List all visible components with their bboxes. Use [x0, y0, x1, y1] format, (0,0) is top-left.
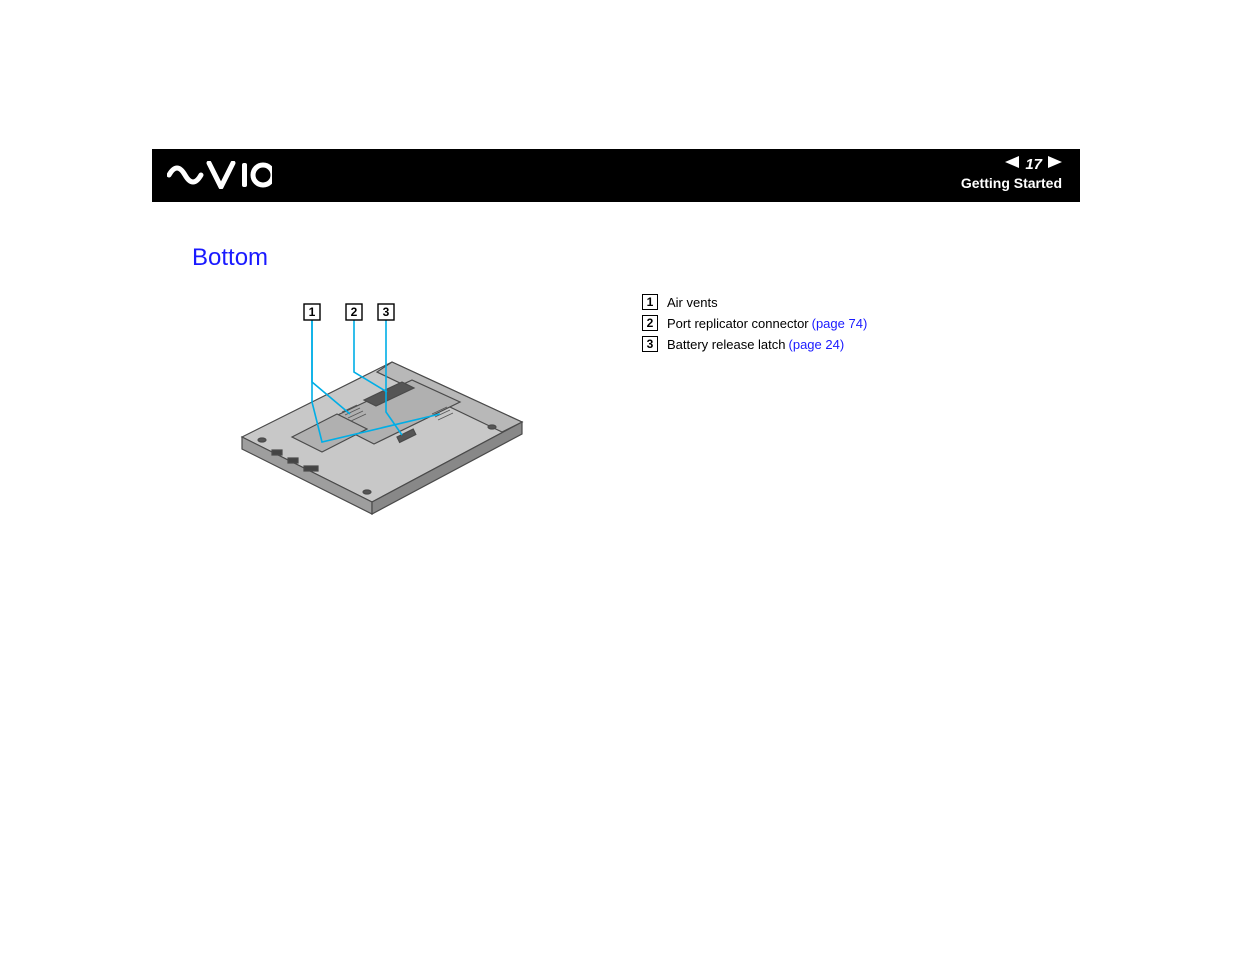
section-heading: Bottom	[192, 244, 1080, 272]
legend-item: 1 Air vents	[642, 294, 867, 310]
page-nav: 17	[961, 155, 1062, 173]
callout-number: 3	[383, 305, 390, 319]
page-content: Bottom	[152, 202, 1080, 522]
legend-label: Battery release latch	[667, 337, 786, 352]
prev-page-icon[interactable]	[1005, 155, 1019, 173]
manual-page: 17 Getting Started Bottom	[152, 149, 1080, 522]
callout-number: 1	[309, 305, 316, 319]
legend-item: 3 Battery release latch(page 24)	[642, 336, 867, 352]
legend-number-box: 3	[642, 336, 658, 352]
laptop-bottom-diagram: 1 2 3	[192, 292, 532, 522]
legend-column: 1Air vents2Port replicator connector(pag…	[642, 292, 867, 522]
header-bar: 17 Getting Started	[152, 149, 1080, 202]
legend-label: Air vents	[667, 295, 718, 310]
nav-block: 17 Getting Started	[961, 155, 1062, 191]
section-title: Getting Started	[961, 175, 1062, 191]
body-row: 1 2 3 1 Air vents 2 Port replicator connector…	[192, 292, 1080, 522]
page-number: 17	[1025, 156, 1042, 173]
legend-item: 2 Port replicator connector(page 74)	[642, 315, 867, 331]
next-page-icon[interactable]	[1048, 155, 1062, 173]
page-reference-link[interactable]: (page 74)	[812, 316, 868, 331]
legend-number-box: 1	[642, 294, 658, 310]
legend-number-box: 2	[642, 315, 658, 331]
diagram-column: 1 2 3	[192, 292, 642, 522]
page-reference-link[interactable]: (page 24)	[789, 337, 845, 352]
vaio-logo	[167, 161, 272, 194]
callout-number: 2	[351, 305, 358, 319]
legend-label: Port replicator connector	[667, 316, 809, 331]
